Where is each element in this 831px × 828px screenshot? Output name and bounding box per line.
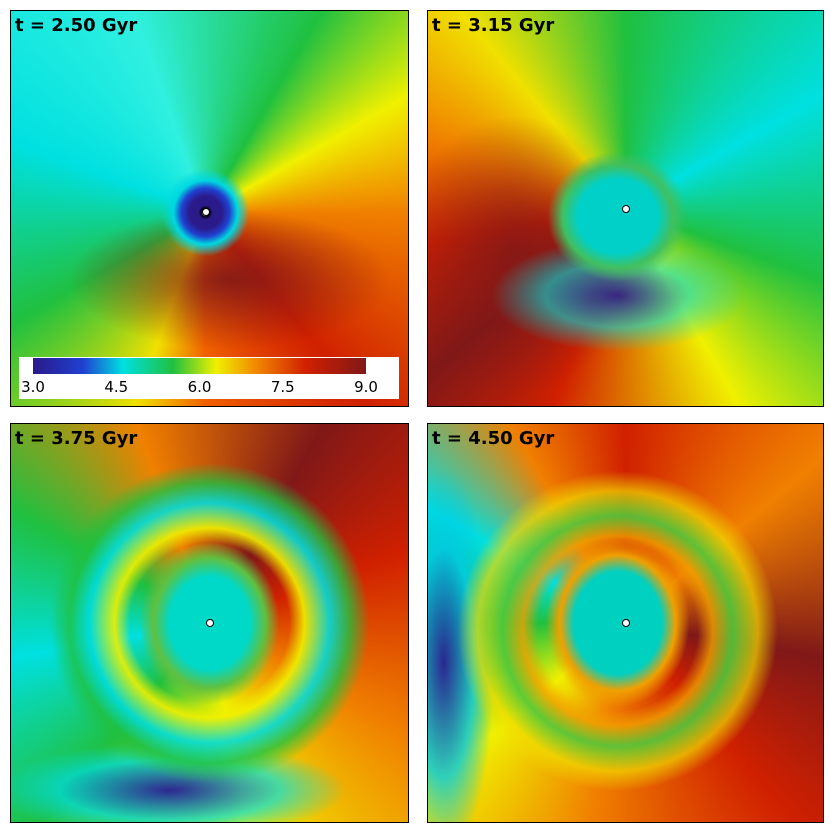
panel-label: t = 3.75 Gyr — [15, 428, 138, 449]
colorbar-tick-label: 4.5 — [104, 378, 129, 396]
panel: t = 3.75 Gyr — [10, 423, 409, 823]
center-marker — [201, 208, 210, 217]
colorbar: 3.0 4.5 6.0 7.5 9.0 — [19, 357, 399, 399]
panel-label: t = 4.50 Gyr — [432, 428, 555, 449]
panel-label: t = 2.50 Gyr — [15, 15, 138, 36]
panel: t = 4.50 Gyr — [427, 423, 824, 823]
center-marker — [621, 619, 630, 627]
panel-label: t = 3.15 Gyr — [432, 15, 555, 36]
panel: t = 3.15 Gyr — [427, 10, 824, 407]
colorbar-tick-label: 7.5 — [270, 378, 295, 396]
panel: t = 2.50 Gyr 3.0 4.5 6.0 7.5 9.0 — [10, 10, 409, 407]
colorbar-gradient — [33, 358, 366, 374]
center-marker — [205, 619, 214, 627]
colorbar-tick-label: 9.0 — [354, 378, 378, 396]
colorbar-tick-label: 3.0 — [21, 378, 45, 396]
colorbar-tick-label: 6.0 — [187, 378, 212, 396]
center-marker — [621, 204, 630, 213]
